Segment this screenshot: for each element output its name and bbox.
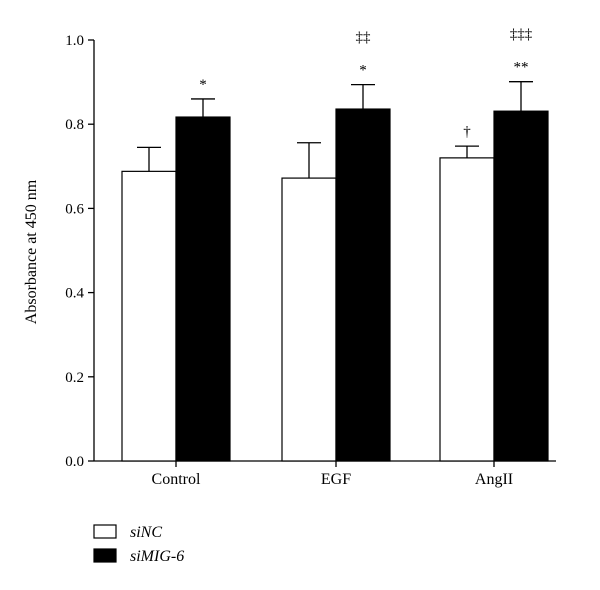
significance-mark-siMIG-6-EGF: * (359, 63, 367, 79)
y-tick-label-1: 0.2 (65, 370, 84, 386)
bar-siNC-EGF (281, 177, 337, 462)
x-tick-label-EGF: EGF (321, 471, 351, 488)
y-tick-label-2: 0.4 (65, 286, 84, 302)
significance-mark-siMIG-6-AngII: ** (514, 60, 529, 76)
legend-label-siNC: siNC (130, 524, 162, 541)
x-tick-label-AngII: AngII (475, 471, 513, 488)
y-tick-label-4: 0.8 (65, 117, 84, 133)
bar-siNC-AngII (439, 157, 495, 462)
y-tick-label-5: 1.0 (65, 33, 84, 49)
significance-mark-siNC-AngII: † (463, 124, 471, 140)
chart-labels: Control * EGF * ‡‡ AngII † ** ‡‡‡ (152, 27, 533, 488)
significance-mark-siMIG-6-Control: * (199, 77, 207, 93)
legend-label-siMIG-6: siMIG-6 (130, 548, 184, 565)
legend-swatch-siNC (93, 524, 117, 539)
y-axis-label: Absorbance at 450 nm (23, 179, 40, 324)
legend: siNC siMIG-6 (93, 524, 184, 565)
significance-mark-top-siMIG-6-AngII: ‡‡‡ (510, 27, 533, 43)
bar-siMIG-6-AngII (493, 110, 549, 462)
y-tick-label-0: 0.0 (65, 454, 84, 470)
y-tick-label-3: 0.6 (65, 201, 84, 217)
legend-swatch-siMIG-6 (93, 548, 117, 563)
chart-bars (121, 81, 549, 462)
bar-siMIG-6-EGF (335, 108, 391, 462)
x-tick-label-Control: Control (152, 471, 201, 488)
bar-siNC-Control (121, 170, 177, 462)
bar-siMIG-6-Control (175, 116, 231, 462)
significance-mark-top-siMIG-6-EGF: ‡‡ (356, 30, 372, 46)
